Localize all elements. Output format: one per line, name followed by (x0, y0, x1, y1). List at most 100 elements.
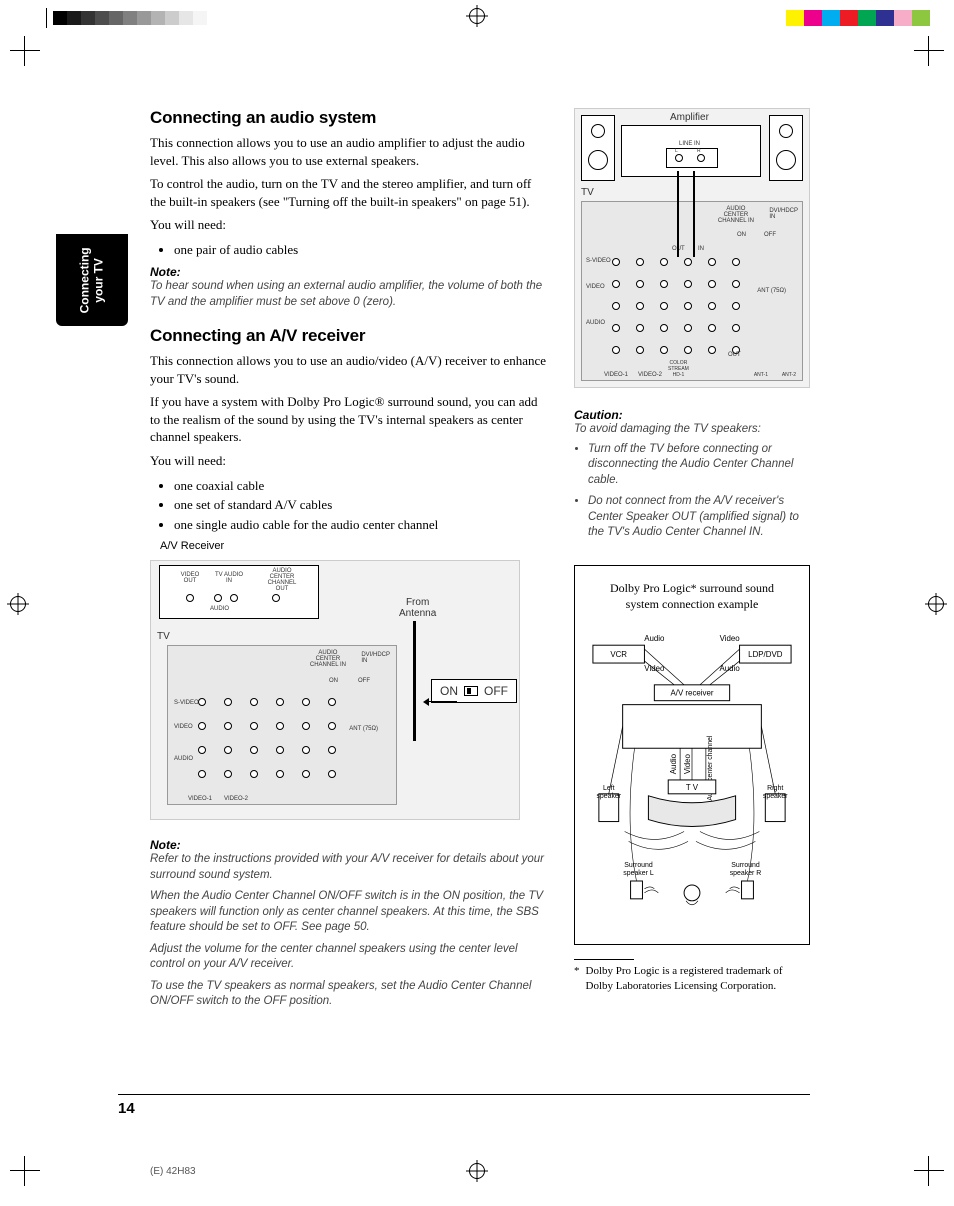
label: ANT-2 (782, 372, 796, 378)
caution-body: To avoid damaging the TV speakers: Turn … (574, 422, 810, 541)
amplifier-label: Amplifier (670, 112, 709, 123)
port (612, 324, 620, 332)
dolby-example-box: Dolby Pro Logic* surround sound system c… (574, 565, 810, 945)
note-para: Adjust the volume for the center channel… (150, 942, 546, 973)
page-number-rule (118, 1094, 810, 1095)
port (224, 746, 232, 754)
port (328, 770, 336, 778)
note-para: When the Audio Center Channel ON/OFF swi… (150, 889, 546, 936)
port (684, 280, 692, 288)
switch-icon (464, 686, 478, 696)
label: VIDEO (174, 724, 193, 730)
note-body: To hear sound when using an external aud… (150, 279, 546, 310)
svg-text:Audio: Audio (644, 634, 665, 643)
svg-text:T V: T V (686, 783, 699, 792)
caution-item: Turn off the TV before connecting or dis… (588, 442, 810, 489)
port (636, 324, 644, 332)
svg-text:VCR: VCR (610, 650, 627, 659)
tv-label: TV (157, 631, 170, 642)
port (198, 746, 206, 754)
antenna-cable (413, 621, 416, 741)
line-in-label: LINE IN (679, 141, 700, 147)
needs-list: one coaxial cableone set of standard A/V… (168, 476, 546, 535)
para: If you have a system with Dolby Pro Logi… (150, 393, 546, 446)
swatch (179, 11, 193, 25)
note-para: To use the TV speakers as normal speaker… (150, 979, 546, 1010)
label: ANT-1 (754, 372, 768, 378)
label: ON (737, 232, 746, 238)
label: ANT (75Ω) (349, 726, 378, 732)
port (732, 324, 740, 332)
label: COLOR STREAM HD-1 (668, 360, 689, 378)
label: VIDEO-2 (638, 372, 662, 378)
port (660, 258, 668, 266)
port (302, 698, 310, 706)
port (708, 346, 716, 354)
r-label: R (697, 148, 701, 154)
para: This connection allows you to use an aud… (150, 134, 546, 169)
swatch (894, 10, 912, 26)
page-number: 14 (118, 1100, 135, 1117)
label: OFF (358, 678, 370, 684)
note-body: Refer to the instructions provided with … (150, 852, 546, 1010)
amplifier-connection-diagram: Amplifier LINE IN L R TV AUDIO CENTER CH… (574, 108, 810, 388)
swatch (123, 11, 137, 25)
caution-heading: Caution: (574, 408, 810, 422)
port (302, 746, 310, 754)
label: VIDEO (586, 284, 605, 290)
crop-mark-tr (914, 36, 944, 66)
chapter-tab-label: Connecting your TV (78, 247, 107, 313)
label: AUDIO CENTER CHANNEL IN (718, 206, 754, 224)
avr-diagram-caption: A/V Receiver (160, 540, 546, 552)
avr-connection-diagram: VIDEO OUT TV AUDIO IN AUDIO CENTER CHANN… (150, 560, 520, 820)
port (660, 324, 668, 332)
label: OFF (764, 232, 776, 238)
printer-registration-row (0, 8, 954, 28)
heading-av-receiver: Connecting an A/V receiver (150, 326, 546, 346)
color-swatches (786, 10, 930, 26)
port (684, 346, 692, 354)
swatch (822, 10, 840, 26)
port (708, 258, 716, 266)
label: VIDEO-1 (188, 796, 212, 802)
label: IN (698, 246, 704, 252)
label: OUT (728, 352, 741, 358)
port (224, 770, 232, 778)
need-intro: You will need: (150, 452, 546, 470)
on-label: ON (440, 684, 458, 698)
swatch (193, 11, 207, 25)
need-item: one coaxial cable (174, 476, 546, 496)
tv-label: TV (581, 187, 594, 198)
port (612, 302, 620, 310)
caution-intro: To avoid damaging the TV speakers: (574, 422, 810, 438)
center-registration-target (469, 8, 485, 29)
label: AUDIO CENTER CHANNEL IN (310, 650, 346, 668)
port (302, 770, 310, 778)
para: This connection allows you to use an aud… (150, 352, 546, 387)
port (250, 698, 258, 706)
right-registration-target (928, 596, 944, 617)
left-registration-target (10, 596, 26, 617)
label: AUDIO (174, 756, 193, 762)
swatch (95, 11, 109, 25)
footer-docid: (E) 42H83 (150, 1166, 196, 1177)
port (660, 280, 668, 288)
need-item: one pair of audio cables (174, 240, 546, 260)
port (612, 346, 620, 354)
note-text: To hear sound when using an external aud… (150, 279, 546, 310)
port (636, 258, 644, 266)
dolby-title-2: system connection example (626, 597, 759, 611)
swatch (165, 11, 179, 25)
label: AUDIO (586, 320, 605, 326)
port (276, 746, 284, 754)
port (732, 302, 740, 310)
port (328, 746, 336, 754)
port (660, 302, 668, 310)
label: ANT (75Ω) (757, 288, 786, 294)
port (250, 746, 258, 754)
footnote-mark: * (574, 964, 580, 994)
footnote-rule (574, 959, 634, 960)
heading-audio-system: Connecting an audio system (150, 108, 546, 128)
need-intro: You will need: (150, 216, 546, 234)
reg-tick (46, 8, 47, 28)
